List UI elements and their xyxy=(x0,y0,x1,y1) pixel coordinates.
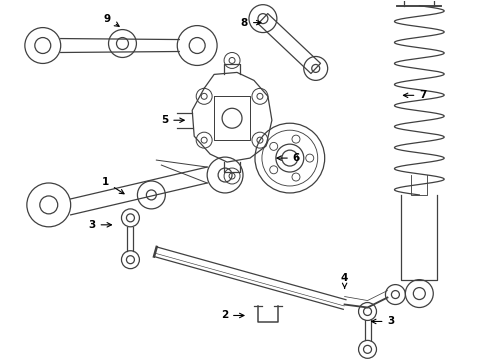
Text: 4: 4 xyxy=(341,273,348,288)
Text: 8: 8 xyxy=(241,18,261,28)
Polygon shape xyxy=(258,14,320,73)
Text: 5: 5 xyxy=(161,115,184,125)
Polygon shape xyxy=(401,195,437,280)
Text: 1: 1 xyxy=(102,177,124,194)
Text: 9: 9 xyxy=(104,14,119,26)
Polygon shape xyxy=(192,72,272,162)
Text: 3: 3 xyxy=(371,316,395,327)
Polygon shape xyxy=(154,247,346,309)
Text: 3: 3 xyxy=(88,220,112,230)
Text: 7: 7 xyxy=(403,90,427,100)
Text: 2: 2 xyxy=(221,310,244,320)
Text: 6: 6 xyxy=(277,153,300,163)
